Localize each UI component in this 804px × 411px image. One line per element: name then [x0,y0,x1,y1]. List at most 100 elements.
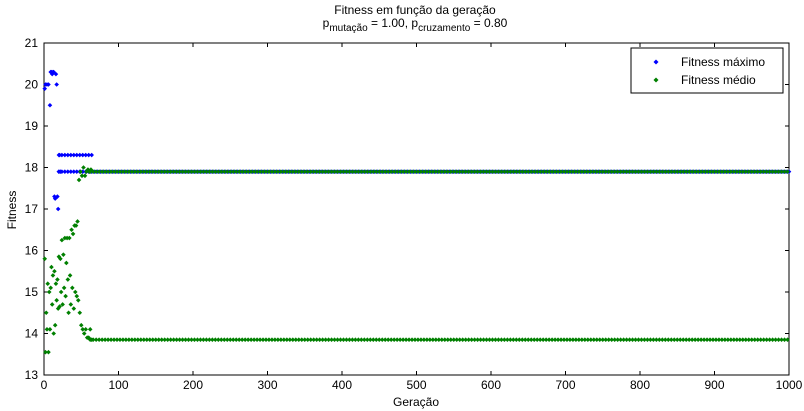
data-point [195,169,200,174]
data-point [87,327,93,332]
data-point [460,169,465,174]
data-point [725,169,731,174]
data-point [189,169,194,174]
data-point [508,337,513,343]
data-point [275,169,281,174]
data-point [43,310,49,316]
data-point [245,337,251,343]
data-point [159,337,165,343]
data-point [454,337,460,343]
data-point [567,337,573,343]
data-point [409,337,415,343]
data-point [528,337,534,343]
data-point [639,169,644,174]
x-axis-label: Geração [393,395,439,409]
data-point [415,337,421,343]
data-point [141,169,147,174]
data-point [418,337,424,343]
data-point [660,169,665,174]
data-point [528,169,534,174]
data-point [627,169,632,174]
legend-marker-mean [653,77,659,83]
data-point [782,169,787,174]
data-point [770,169,775,174]
data-point [332,169,337,174]
data-point [102,169,108,174]
data-point [353,337,358,343]
data-point [472,169,477,174]
data-point [251,169,257,174]
data-point [370,337,376,343]
data-point [397,337,403,343]
data-point [86,152,91,158]
data-point [83,327,89,332]
data-point [356,169,361,174]
x-tick-label: 500 [406,378,426,392]
data-point [400,169,406,174]
data-point [630,337,635,343]
data-point [543,337,549,343]
data-point [597,337,603,343]
data-point [192,337,197,343]
data-point [153,337,159,343]
y-tick-label: 17 [25,202,39,216]
data-point [710,169,716,174]
data-point [707,337,713,343]
data-point [719,169,725,174]
data-point [558,169,564,174]
data-point [365,169,370,174]
data-point [651,169,656,174]
data-point [293,337,299,343]
data-point [776,169,781,174]
data-point [561,337,567,343]
data-point [388,169,394,174]
data-point [394,169,400,174]
data-point [517,337,522,343]
data-point [749,169,755,174]
data-point [52,268,57,274]
data-point [75,219,80,224]
data-point [216,169,221,174]
data-point [490,169,495,174]
data-point [61,252,66,257]
data-point [67,273,73,278]
data-point [433,169,439,174]
data-point [111,337,117,343]
data-point [618,169,623,174]
data-point [54,298,59,303]
data-point [484,337,489,343]
x-tick-label: 1000 [776,378,803,392]
data-point [60,302,65,307]
data-point [585,169,591,174]
data-point [269,337,275,343]
data-point [120,169,126,174]
data-point [591,337,597,343]
data-point [347,169,352,174]
data-point [713,337,719,343]
data-point [603,337,609,343]
data-point [81,331,87,336]
data-point [555,337,561,343]
y-tick-label: 20 [25,78,39,92]
data-point [49,264,54,270]
data-point [448,337,454,343]
data-point [657,337,662,343]
data-point [454,169,460,174]
data-point [272,169,278,174]
data-point [81,165,86,170]
data-point [269,169,275,174]
data-point [221,169,227,174]
data-point [773,169,778,174]
data-point [192,169,197,174]
data-point [42,86,48,91]
data-point [743,337,749,343]
data-point [379,169,385,174]
data-point [785,169,790,174]
data-point [773,337,778,343]
data-point [439,169,445,174]
data-point [555,169,561,174]
data-point [102,337,108,343]
data-point [472,337,477,343]
data-point [704,169,710,174]
data-point [67,235,72,241]
